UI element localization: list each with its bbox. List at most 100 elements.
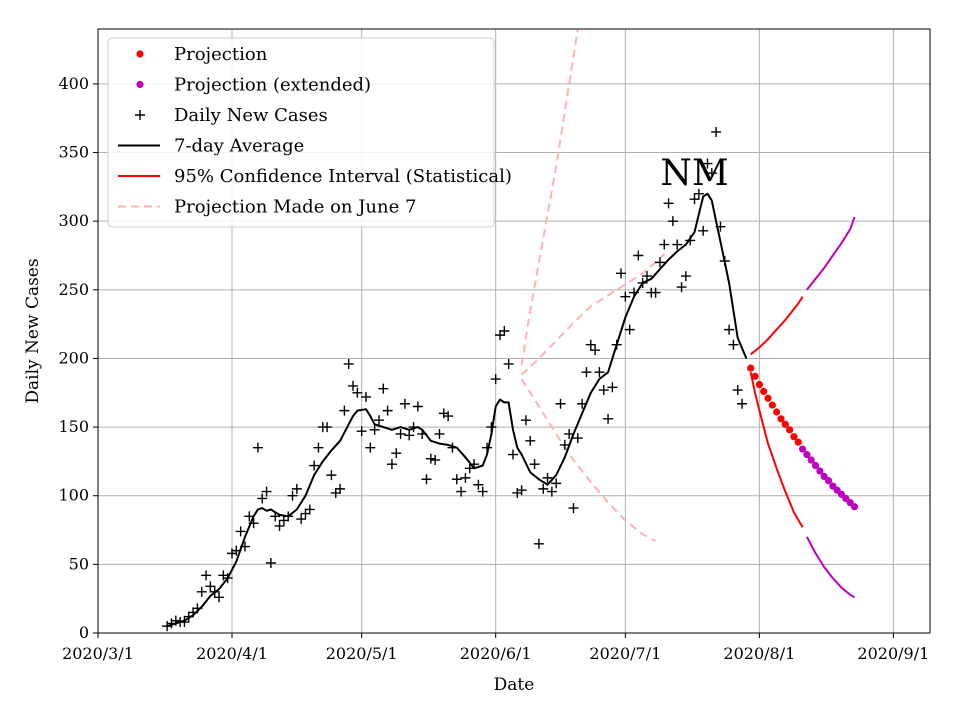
data-point-projection-extended: [807, 456, 815, 464]
data-point-daily-new-cases: [274, 520, 285, 531]
data-point-daily-new-cases: [322, 422, 333, 433]
data-point-daily-new-cases: [296, 514, 307, 525]
y-tick-label: 0: [79, 623, 89, 642]
legend-label-projection-made-on-june-7: Projection Made on June 7: [174, 197, 416, 218]
data-point-daily-new-cases: [404, 430, 415, 441]
axes: 0 50 100 150 200 250 300 350 400 2020/3/1 2020/4/1…: [58, 74, 929, 663]
data-point-daily-new-cases: [304, 504, 315, 515]
data-point-projection: [777, 415, 785, 423]
data-point-daily-new-cases: [287, 490, 298, 501]
data-point-projection-extended: [803, 450, 811, 459]
x-tick-label: 2020/3/1: [62, 644, 134, 663]
data-point-daily-new-cases: [693, 188, 704, 199]
y-tick-label: 400: [58, 74, 89, 93]
data-point-projection-extended: [850, 503, 859, 511]
data-point-daily-new-cases: [352, 387, 363, 398]
data-point-daily-new-cases: [724, 324, 735, 335]
data-point-daily-new-cases: [525, 435, 536, 446]
data-point-daily-new-cases: [421, 474, 432, 485]
data-point-daily-new-cases: [616, 268, 627, 279]
data-point-daily-new-cases: [680, 271, 691, 282]
data-point-daily-new-cases: [490, 374, 501, 385]
data-point-daily-new-cases: [170, 615, 181, 626]
data-point-daily-new-cases: [464, 463, 475, 474]
data-point-projection: [773, 408, 781, 416]
data-point-daily-new-cases: [330, 487, 341, 498]
data-point-daily-new-cases: [581, 367, 592, 378]
data-point-daily-new-cases: [663, 198, 674, 209]
data-point-daily-new-cases: [620, 291, 631, 302]
data-point-daily-new-cases: [551, 478, 562, 489]
legend-label-daily-new-cases: Daily New Cases: [174, 105, 328, 126]
data-point-projection: [755, 380, 763, 389]
data-point-daily-new-cases: [702, 158, 713, 169]
data-point-daily-new-cases: [361, 391, 372, 402]
data-point-daily-new-cases: [231, 545, 242, 556]
data-point-daily-new-cases: [538, 483, 549, 494]
data-point-daily-new-cases: [395, 428, 406, 439]
x-tick-label: 2020/7/1: [589, 644, 661, 663]
data-point-daily-new-cases: [447, 442, 458, 453]
data-point-daily-new-cases: [278, 515, 289, 526]
data-point-daily-new-cases: [257, 493, 268, 504]
y-tick-label: 350: [58, 143, 89, 162]
data-point-daily-new-cases: [706, 168, 717, 179]
data-point-daily-new-cases: [564, 428, 575, 439]
data-point-projection: [751, 372, 759, 380]
data-point-daily-new-cases: [637, 277, 648, 288]
data-point-daily-new-cases: [326, 470, 337, 481]
data-point-daily-new-cases: [348, 380, 359, 391]
data-point-daily-new-cases: [495, 330, 506, 341]
x-tick-label: 2020/8/1: [723, 644, 795, 663]
data-point-daily-new-cases: [568, 503, 579, 514]
data-point-daily-new-cases: [378, 383, 389, 394]
data-point-daily-new-cases: [533, 538, 544, 549]
data-point-daily-new-cases: [309, 460, 320, 471]
data-point-daily-new-cases: [252, 442, 263, 453]
data-point-daily-new-cases: [460, 472, 471, 483]
data-point-daily-new-cases: [270, 511, 281, 522]
data-point-daily-new-cases: [477, 486, 488, 497]
data-point-daily-new-cases: [711, 126, 722, 137]
data-point-daily-new-cases: [192, 603, 203, 614]
data-point-daily-new-cases: [222, 573, 233, 584]
data-point-projection-extended: [816, 467, 824, 475]
data-point-daily-new-cases: [291, 483, 302, 494]
data-point-daily-new-cases: [611, 339, 622, 350]
data-point-daily-new-cases: [343, 358, 354, 369]
data-point-daily-new-cases: [265, 557, 276, 568]
legend-marker-projection: [136, 50, 144, 58]
data-point-daily-new-cases: [456, 486, 467, 497]
data-point-daily-new-cases: [214, 592, 225, 603]
data-point-daily-new-cases: [577, 398, 588, 409]
data-point-daily-new-cases: [373, 415, 384, 426]
data-point-daily-new-cases: [555, 398, 566, 409]
plot-series: [162, 29, 859, 632]
data-point-daily-new-cases: [737, 398, 748, 409]
y-tick-label: 100: [58, 486, 89, 505]
data-point-daily-new-cases: [629, 287, 640, 298]
x-axis-label: Date: [494, 675, 535, 695]
data-point-daily-new-cases: [391, 448, 402, 459]
data-point-daily-new-cases: [412, 401, 423, 412]
series-95-ci-upper-extended: [806, 216, 856, 291]
data-point-projection-extended: [824, 477, 833, 485]
data-point-daily-new-cases: [529, 459, 540, 470]
data-point-daily-new-cases: [676, 282, 687, 293]
legend-label-projection: Projection: [174, 44, 268, 65]
data-point-projection-extended: [798, 445, 807, 453]
data-point-daily-new-cases: [659, 239, 670, 250]
data-point-daily-new-cases: [728, 339, 739, 350]
data-point-daily-new-cases: [183, 611, 194, 622]
data-point-daily-new-cases: [283, 511, 294, 522]
data-point-daily-new-cases: [261, 486, 272, 497]
data-point-daily-new-cases: [369, 424, 380, 435]
data-point-projection-extended: [811, 461, 820, 470]
series-95-ci-lower: [749, 371, 804, 528]
series-projection-made-on-june-7-lower: [520, 378, 657, 542]
data-point-daily-new-cases: [689, 194, 700, 205]
data-point-daily-new-cases: [201, 570, 212, 581]
x-tick-label: 2020/5/1: [326, 644, 398, 663]
x-tick-label: 2020/6/1: [460, 644, 532, 663]
data-point-daily-new-cases: [633, 250, 644, 261]
